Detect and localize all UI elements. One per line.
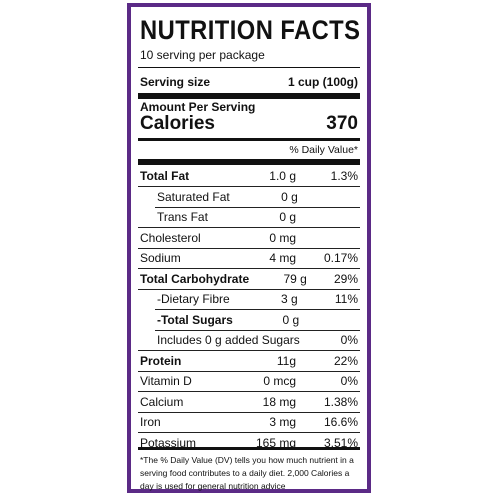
nutrient-row: Sodium 4 mg 0.17% bbox=[140, 248, 358, 268]
nutrient-row: Iron 3 mg 16.6% bbox=[140, 412, 358, 432]
nutrient-name: Includes 0 g added Sugars bbox=[157, 333, 300, 347]
nutrient-daily-value: 11% bbox=[334, 292, 358, 306]
row-separator bbox=[138, 186, 360, 187]
nutrient-amount: 0 g bbox=[281, 189, 298, 204]
row-separator bbox=[155, 329, 360, 331]
footnote: *The % Daily Value (DV) tells you how mu… bbox=[140, 455, 354, 491]
nutrient-daily-value: 0% bbox=[340, 333, 358, 347]
nutrient-name: Trans Fat bbox=[157, 210, 208, 224]
row-separator bbox=[155, 309, 360, 310]
nutrient-name: Sodium bbox=[140, 251, 181, 265]
nutrient-daily-value: 16.6% bbox=[323, 415, 358, 429]
nutrient-name: Calcium bbox=[140, 394, 184, 409]
nutrient-amount: 0 mcg bbox=[263, 374, 296, 388]
servings-per-package: 10 serving per package bbox=[140, 48, 265, 62]
nutrient-amount: 3 mg bbox=[269, 415, 296, 429]
nutrient-amount: 0 g bbox=[279, 210, 296, 224]
nutrient-daily-value: 22% bbox=[333, 353, 358, 368]
nutrient-row: -Total Sugars 0 g bbox=[140, 310, 358, 330]
row-separator bbox=[138, 411, 360, 413]
row-separator bbox=[138, 288, 360, 290]
row-separator bbox=[138, 370, 360, 372]
row-separator bbox=[138, 268, 360, 269]
serving-size-value: 1 cup (100g) bbox=[287, 75, 358, 89]
nutrient-amount: 79 g bbox=[283, 271, 307, 286]
nutrient-row: Includes 0 g added Sugars 0% bbox=[140, 330, 358, 350]
daily-value-header: % Daily Value* bbox=[289, 144, 358, 156]
row-separator bbox=[138, 227, 360, 228]
nutrient-name: Iron bbox=[140, 415, 161, 429]
thick-divider bbox=[138, 93, 360, 99]
nutrient-row: Protein 11g 22% bbox=[140, 351, 358, 371]
row-separator bbox=[138, 247, 360, 249]
nutrient-amount: 0 g bbox=[282, 312, 300, 327]
nutrient-name: Saturated Fat bbox=[157, 189, 230, 204]
nutrient-amount: 11g bbox=[276, 353, 296, 368]
nutrient-name: Total Carbohydrate bbox=[140, 271, 250, 286]
serving-size-label: Serving size bbox=[140, 75, 211, 89]
nutrient-amount: 1.0 g bbox=[269, 169, 296, 183]
nutrient-amount: 4 mg bbox=[269, 251, 296, 265]
label-title: NUTRITION FACTS bbox=[140, 15, 361, 45]
nutrient-daily-value: 29% bbox=[333, 271, 358, 286]
nutrient-name: Potassium bbox=[140, 435, 197, 450]
nutrient-daily-value: 1.3% bbox=[330, 169, 358, 183]
nutrient-name: -Total Sugars bbox=[157, 312, 233, 327]
nutrient-daily-value: 3.51% bbox=[323, 435, 358, 450]
nutrient-name: -Dietary Fibre bbox=[157, 292, 230, 306]
nutrient-row: Trans Fat 0 g bbox=[140, 207, 358, 227]
row-separator bbox=[138, 391, 360, 392]
nutrient-amount: 18 mg bbox=[262, 394, 296, 409]
nutrient-row: Total Fat 1.0 g 1.3% bbox=[140, 166, 358, 186]
nutrient-name: Protein bbox=[140, 353, 182, 368]
row-separator bbox=[155, 206, 360, 208]
nutrient-name: Total Fat bbox=[140, 169, 190, 183]
nutrient-amount: 0 mg bbox=[269, 230, 296, 245]
nutrient-row: Calcium 18 mg 1.38% bbox=[140, 392, 358, 412]
amount-per-serving: Amount Per Serving bbox=[140, 100, 256, 114]
nutrient-row: -Dietary Fibre 3 g 11% bbox=[140, 289, 358, 309]
nutrient-name: Vitamin D bbox=[140, 374, 192, 388]
nutrient-daily-value: 0% bbox=[340, 374, 358, 388]
row-separator bbox=[138, 432, 360, 433]
nutrient-name: Cholesterol bbox=[140, 230, 201, 245]
serving-size-row: Serving size 1 cup (100g) bbox=[140, 75, 358, 89]
calories-row: Calories 370 bbox=[140, 113, 358, 135]
nutrient-row: Cholesterol 0 mg bbox=[140, 228, 358, 248]
medium-divider bbox=[138, 447, 360, 450]
nutrient-daily-value: 1.38% bbox=[323, 394, 358, 409]
nutrient-row: Vitamin D 0 mcg 0% bbox=[140, 371, 358, 391]
row-separator bbox=[138, 350, 360, 351]
calories-label: Calories bbox=[140, 113, 215, 134]
nutrient-amount: 3 g bbox=[281, 292, 298, 306]
nutrient-daily-value: 0.17% bbox=[323, 251, 358, 265]
divider bbox=[138, 67, 360, 68]
thick-divider bbox=[138, 159, 360, 165]
calories-value: 370 bbox=[326, 113, 358, 134]
nutrient-row: Total Carbohydrate 79 g 29% bbox=[140, 269, 358, 289]
medium-divider bbox=[138, 138, 360, 141]
nutrition-facts-label: NUTRITION FACTS 10 serving per package S… bbox=[127, 3, 371, 493]
nutrient-row: Potassium 165 mg 3.51% bbox=[140, 433, 358, 453]
nutrient-amount: 165 mg bbox=[255, 435, 296, 450]
nutrient-row: Saturated Fat 0 g bbox=[140, 187, 358, 207]
